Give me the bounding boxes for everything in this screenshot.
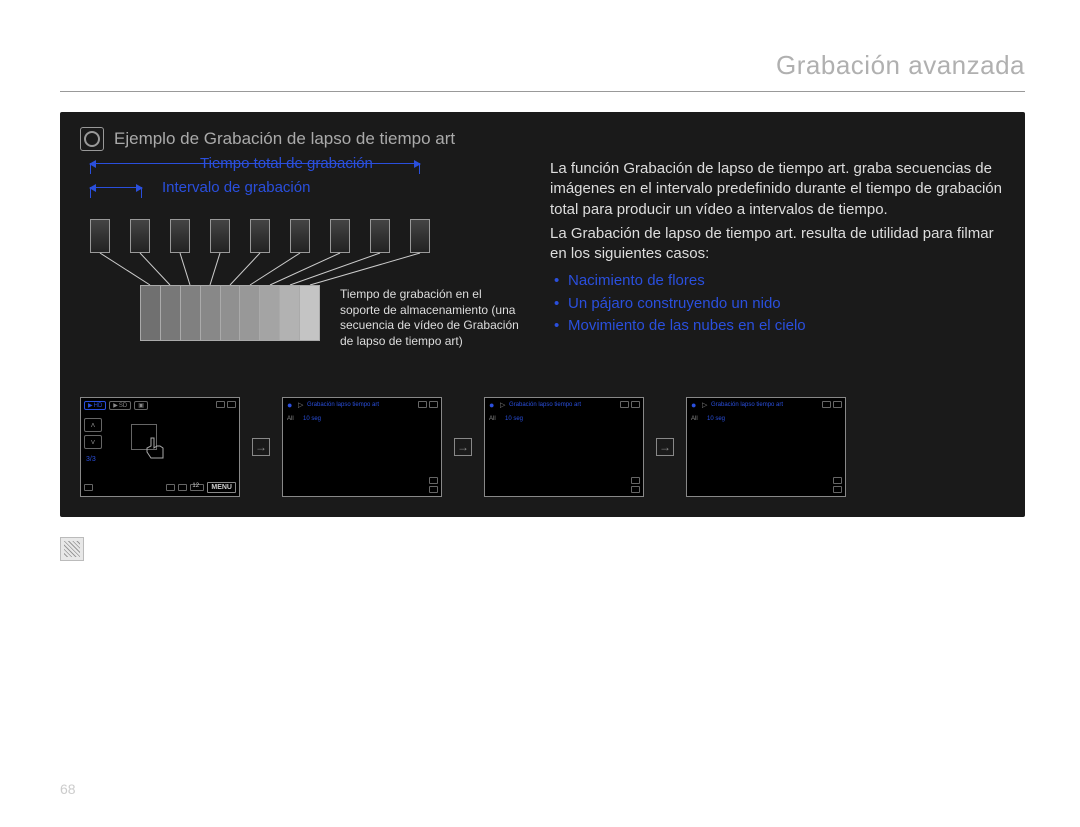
example-header: Ejemplo de Grabación de lapso de tiempo … <box>80 127 1005 151</box>
flow-arrow-icon: → <box>454 438 472 456</box>
interval-value: 10 seg <box>505 416 523 422</box>
frame <box>90 219 110 253</box>
battery-icon <box>822 401 831 408</box>
rec-mode-icon[interactable] <box>84 484 93 491</box>
play-icon: ▷ <box>298 401 303 409</box>
diagram-column: Tiempo total de grabación Intervalo de g… <box>80 157 510 377</box>
card-icon <box>833 401 842 408</box>
screens-row: ▶HD ▶SD ▣ ˄ ˅ 3/3 <box>80 397 1005 497</box>
frame <box>170 219 190 253</box>
rec-indicator-icon: ● <box>489 400 494 410</box>
all-label: All <box>287 416 294 422</box>
rec-indicator-icon: ● <box>287 400 292 410</box>
resolution-icon <box>429 486 438 493</box>
interval-value: 10 seg <box>707 416 725 422</box>
battery-icon <box>216 401 225 408</box>
play-icon: ▷ <box>702 401 707 409</box>
menu-button[interactable]: MENU <box>207 482 236 493</box>
card-icon <box>631 401 640 408</box>
layout-icon[interactable] <box>166 484 175 491</box>
screen-thumbnails: ▶HD ▶SD ▣ ˄ ˅ 3/3 <box>80 397 240 497</box>
battery-icon <box>418 401 427 408</box>
grid-icon[interactable] <box>178 484 187 491</box>
resolution-icon <box>833 486 842 493</box>
storage-caption: Tiempo de grabación en el soporte de alm… <box>340 287 520 349</box>
mode-title: Grabación lapso tiempo art <box>711 402 783 408</box>
para-2: La Grabación de lapso de tiempo art. res… <box>550 224 1005 265</box>
screen-mode-1: ● ▷ Grabación lapso tiempo art All 10 se… <box>282 397 442 497</box>
list-item: Movimiento de las nubes en el cielo <box>550 315 1005 338</box>
lens-icon <box>80 127 104 151</box>
mode-title: Grabación lapso tiempo art <box>509 402 581 408</box>
frame <box>130 219 150 253</box>
down-button[interactable]: ˅ <box>84 435 102 449</box>
strip <box>140 285 320 341</box>
frame <box>210 219 230 253</box>
list-item: Un pájaro construyendo un nido <box>550 293 1005 316</box>
count-box: 12 <box>190 484 204 491</box>
example-panel: Ejemplo de Grabación de lapso de tiempo … <box>60 112 1025 517</box>
para-1: La función Grabación de lapso de tiempo … <box>550 159 1005 220</box>
quality-icon <box>631 477 640 484</box>
flow-arrow-icon: → <box>252 438 270 456</box>
interval-value: 10 seg <box>303 416 321 422</box>
list-item: Nacimiento de flores <box>550 270 1005 293</box>
quality-icon <box>833 477 842 484</box>
play-icon: ▷ <box>500 401 505 409</box>
description-column: La función Grabación de lapso de tiempo … <box>550 157 1005 377</box>
top-row: Tiempo total de grabación Intervalo de g… <box>80 157 1005 377</box>
example-title: Ejemplo de Grabación de lapso de tiempo … <box>114 129 455 149</box>
interval-arrow <box>90 187 142 188</box>
interval-label: Intervalo de grabación <box>162 179 310 196</box>
card-icon <box>227 401 236 408</box>
use-case-list: Nacimiento de flores Un pájaro construye… <box>550 270 1005 338</box>
note-icon <box>60 537 84 561</box>
mode-title: Grabación lapso tiempo art <box>307 402 379 408</box>
page-indicator: 3/3 <box>86 456 96 463</box>
frame <box>250 219 270 253</box>
flow-arrow-icon: → <box>656 438 674 456</box>
frame <box>290 219 310 253</box>
sd-badge[interactable]: ▶SD <box>109 401 131 410</box>
timelapse-diagram: Tiempo total de grabación Intervalo de g… <box>80 157 510 377</box>
page-number: 68 <box>60 781 76 797</box>
all-label: All <box>489 416 496 422</box>
frame <box>330 219 350 253</box>
frame <box>410 219 430 253</box>
quality-icon <box>429 477 438 484</box>
all-label: All <box>691 416 698 422</box>
resolution-icon <box>631 486 640 493</box>
card-icon <box>429 401 438 408</box>
mode-icon: ▣ <box>134 401 148 410</box>
page-title: Grabación avanzada <box>776 50 1025 80</box>
battery-icon <box>620 401 629 408</box>
page-header: Grabación avanzada <box>60 50 1025 92</box>
screen-mode-2: ● ▷ Grabación lapso tiempo art All 10 se… <box>484 397 644 497</box>
screen-mode-3: ● ▷ Grabación lapso tiempo art All 10 se… <box>686 397 846 497</box>
rec-indicator-icon: ● <box>691 400 696 410</box>
up-button[interactable]: ˄ <box>84 418 102 432</box>
touch-gesture-icon <box>131 424 157 450</box>
hd-badge[interactable]: ▶HD <box>84 401 106 410</box>
frame <box>370 219 390 253</box>
total-label: Tiempo total de grabación <box>200 155 373 172</box>
